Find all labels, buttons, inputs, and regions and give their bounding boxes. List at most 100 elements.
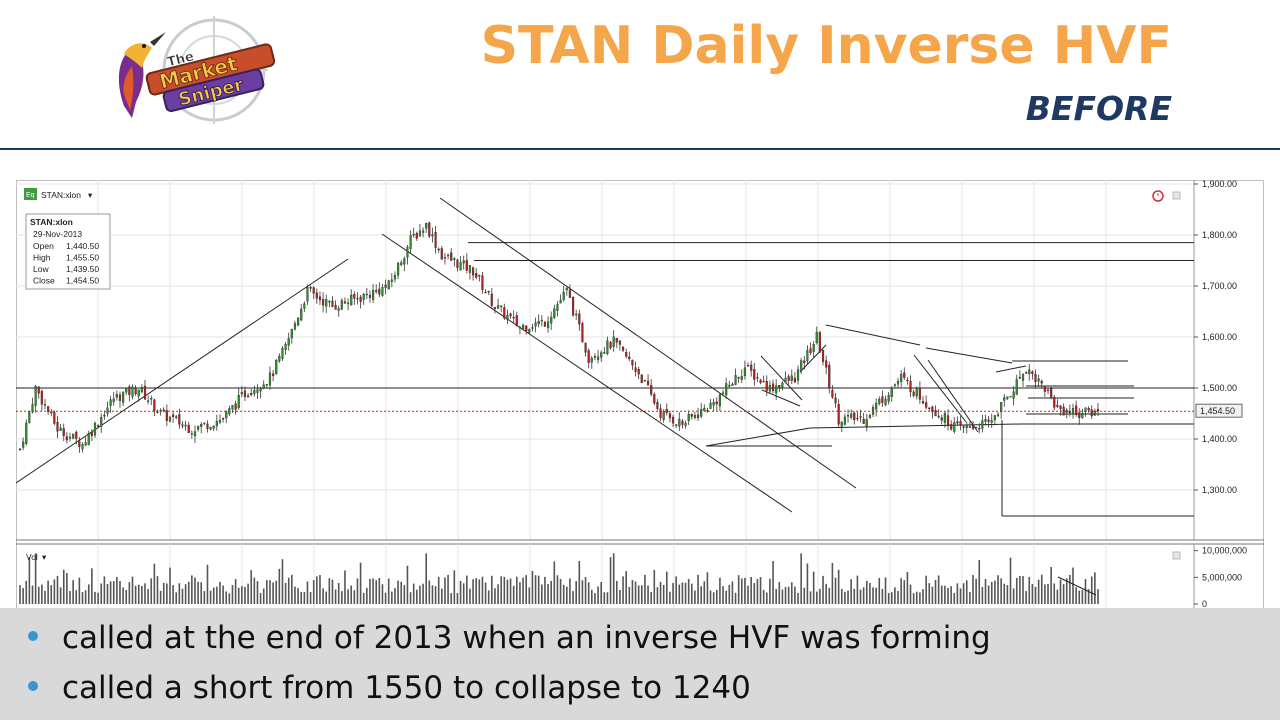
- chevron-down-icon: ▾: [42, 552, 47, 562]
- candle-body: [953, 422, 956, 432]
- candle-body: [240, 392, 243, 395]
- candle-body: [618, 340, 622, 345]
- candle-body: [1040, 380, 1043, 384]
- candle-body: [521, 325, 525, 330]
- candle-body: [803, 360, 806, 364]
- volume-bar: [509, 578, 512, 604]
- volume-bar: [1072, 567, 1074, 604]
- hud-symbol: STAN:xlon: [30, 217, 73, 227]
- volume-bar: [472, 579, 474, 604]
- candle-body: [931, 406, 934, 413]
- candle-body: [18, 448, 22, 451]
- candle-body: [178, 414, 181, 425]
- volume-bar: [19, 585, 21, 604]
- volume-bar: [972, 575, 974, 604]
- candle-body: [175, 416, 178, 418]
- volume-bar: [922, 589, 924, 604]
- volume-bar: [641, 585, 643, 604]
- volume-bar: [566, 586, 568, 604]
- candle-body: [665, 408, 668, 413]
- volume-bar: [656, 587, 659, 604]
- candle-body: [68, 436, 72, 439]
- volume-bar: [900, 578, 902, 604]
- candle-body: [184, 424, 187, 427]
- bullet-dot-icon: [28, 630, 38, 641]
- volume-bar: [134, 585, 137, 604]
- candle-body: [965, 424, 968, 428]
- volume-bar: [312, 580, 315, 604]
- volume-pane: 10,000,000 5,000,000 0 Vol ▾: [19, 544, 1247, 610]
- candle-body: [993, 415, 996, 421]
- volume-selector[interactable]: Vol ▾: [26, 552, 47, 562]
- candle-body: [293, 323, 297, 330]
- candle-body: [806, 350, 809, 362]
- candle-body: [284, 344, 287, 350]
- candle-body: [703, 408, 706, 411]
- volume-bar: [797, 592, 799, 604]
- candle-body: [153, 399, 156, 412]
- candle-body: [762, 380, 765, 383]
- ohlc-info-box: STAN:xlon 29-Nov-2013 Open 1,440.50 High 1,…: [25, 213, 111, 290]
- volume-bar: [872, 587, 874, 604]
- candle-body: [956, 421, 959, 424]
- candle-body: [300, 308, 303, 321]
- volume-bar: [828, 587, 831, 604]
- candle-body: [978, 427, 981, 430]
- candle-body: [306, 287, 309, 302]
- symbol-selector[interactable]: Eq STAN:xlon ▾: [24, 188, 93, 200]
- volume-bar: [678, 584, 681, 604]
- volume-bar: [965, 580, 968, 604]
- volume-bar: [690, 583, 693, 604]
- candle-body: [234, 403, 237, 410]
- candle-body: [1050, 388, 1053, 398]
- volume-bar: [765, 592, 768, 604]
- candle-body: [468, 265, 472, 273]
- candle-body: [406, 246, 409, 258]
- candle-body: [531, 327, 534, 329]
- candle-body: [615, 338, 618, 343]
- volume-bar: [947, 587, 949, 604]
- volume-bar: [931, 586, 934, 604]
- candle-body: [1087, 408, 1090, 411]
- candle-body: [272, 373, 275, 376]
- volume-bar: [519, 582, 521, 604]
- candle-body: [1028, 369, 1031, 375]
- volume-bar: [1090, 576, 1093, 604]
- maximize-icon[interactable]: [1172, 191, 1181, 200]
- volume-bar: [625, 571, 627, 604]
- candle-body: [47, 406, 50, 413]
- candle-body: [568, 289, 572, 298]
- candle-body: [84, 442, 87, 446]
- candle-body: [659, 408, 662, 418]
- volume-bar: [712, 592, 715, 604]
- volume-bar: [128, 582, 131, 604]
- volume-bar: [1069, 574, 1071, 604]
- clock-icon[interactable]: [1152, 190, 1164, 202]
- volume-bar: [1037, 579, 1040, 604]
- volume-bar: [1097, 589, 1099, 604]
- volume-bar: [637, 585, 640, 604]
- settings-icon[interactable]: [1172, 551, 1181, 560]
- volume-bar: [1081, 589, 1084, 604]
- volume-bar: [559, 578, 562, 604]
- candle-body: [462, 260, 465, 264]
- candle-body: [459, 262, 462, 271]
- volume-bar: [944, 585, 946, 604]
- candle-body: [843, 416, 846, 425]
- price-tick-label: 1,300.00: [1202, 485, 1237, 495]
- volume-bar: [541, 584, 543, 604]
- volume-tick-label: 0: [1202, 599, 1207, 609]
- candle-body: [543, 321, 547, 327]
- volume-bar: [925, 575, 927, 604]
- candle-body: [59, 427, 62, 431]
- candle-body: [756, 377, 759, 379]
- candle-body: [450, 252, 453, 261]
- candle-body: [890, 387, 893, 397]
- volume-bar: [175, 592, 178, 604]
- candle-body: [43, 404, 47, 406]
- market-sniper-logo: The Market Sniper: [104, 14, 284, 129]
- volume-bar: [525, 575, 527, 604]
- volume-label: Vol: [26, 552, 38, 562]
- candle-body: [631, 359, 634, 366]
- candle-body: [275, 360, 278, 374]
